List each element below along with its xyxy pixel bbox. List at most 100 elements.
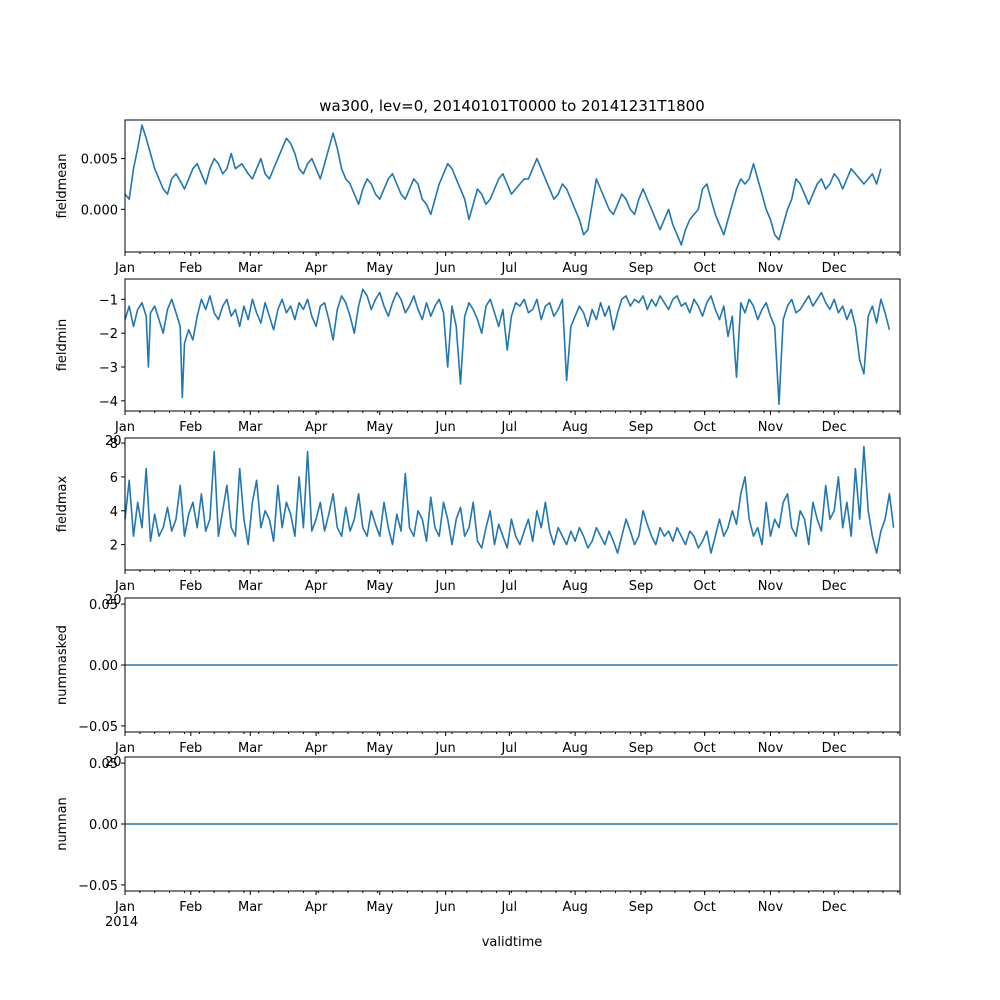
- x-tick-label: Mar: [238, 420, 263, 435]
- x-tick-label: Dec: [822, 579, 847, 594]
- x-tick-label: Oct: [693, 261, 715, 276]
- axes-frame: [124, 437, 901, 571]
- y-tick-label: 0.05: [89, 598, 118, 613]
- x-tick-label: Feb: [179, 579, 202, 594]
- x-tick-label: Jun: [434, 261, 455, 276]
- y-tick-label: −0.05: [78, 879, 118, 894]
- panel-fieldmax: 2 4 6 8 fieldmax Jan Feb Mar Apr May Jun Jul Aug Sep O…: [55, 437, 901, 608]
- y-axis-label: fieldmin: [55, 319, 70, 372]
- x-axis-label: validtime: [482, 935, 543, 950]
- x-tick-label: Sep: [629, 900, 654, 915]
- x-tick-label: Jan: [114, 420, 135, 435]
- x-tick-label: Dec: [822, 741, 847, 756]
- chart-title: wa300, lev=0, 20140101T0000 to 20141231T…: [319, 97, 705, 115]
- x-tick-label: Apr: [305, 579, 328, 594]
- x-tick-label: Aug: [562, 741, 587, 756]
- x-tick-label: Oct: [693, 579, 715, 594]
- y-tick-label: 0.00: [89, 818, 118, 833]
- y-tick-label: 6: [110, 471, 118, 486]
- x-tick-label: May: [366, 579, 393, 594]
- series-line-fieldmean: [124, 124, 882, 246]
- x-tick-label: May: [366, 261, 393, 276]
- y-axis-label: nummasked: [55, 625, 70, 705]
- x-tick-label: Jan: [114, 741, 135, 756]
- panels: 0.000 0.005 fieldmean Jan Feb Mar Apr May Jun Jul…: [55, 119, 901, 930]
- x-tick-label: Dec: [822, 900, 847, 915]
- x-tick-label: Jul: [500, 741, 517, 756]
- x-tick-label: Jun: [434, 741, 455, 756]
- x-tick-label: Nov: [758, 420, 784, 435]
- x-tick-label: Oct: [693, 741, 715, 756]
- y-axis-label: numnan: [55, 797, 70, 851]
- series-line-fieldmin: [124, 288, 891, 406]
- panel-numnan: −0.05 0.00 0.05 numnan Jan Feb Mar Apr May Jun Jul…: [55, 756, 901, 930]
- x-tick-label: Mar: [238, 579, 263, 594]
- x-tick-label: Aug: [562, 420, 587, 435]
- x-tick-label: Apr: [305, 420, 328, 435]
- x-tick-label: Mar: [238, 900, 263, 915]
- y-tick-label: 0.000: [81, 203, 118, 218]
- x-tick-label: Feb: [179, 900, 202, 915]
- panel-nummasked: −0.05 0.00 0.05 nummasked Jan Feb Mar Apr May Jun…: [55, 597, 901, 770]
- x-tick-label: Feb: [179, 261, 202, 276]
- x-tick-label: Jan: [114, 900, 135, 915]
- x-tick-label: Apr: [305, 261, 328, 276]
- x-tick-label: Jul: [500, 420, 517, 435]
- y-tick-label: −3: [99, 361, 118, 376]
- x-tick-label: Nov: [758, 741, 784, 756]
- x-tick-label: Apr: [305, 741, 328, 756]
- y-tick-label: −1: [99, 293, 118, 308]
- y-tick-label: 4: [110, 505, 118, 520]
- x-tick-label: Feb: [179, 741, 202, 756]
- axes-frame: [124, 119, 901, 253]
- x-tick-label: Sep: [629, 741, 654, 756]
- offset-label: 20: [105, 434, 122, 449]
- y-tick-label: −4: [99, 395, 118, 410]
- panel-fieldmin: −4 −3 −2 −1 fieldmin Jan Feb Mar Apr May Jun Jul Aug…: [55, 278, 901, 449]
- x-tick-label: Aug: [562, 900, 587, 915]
- x-tick-label: Feb: [179, 420, 202, 435]
- x-tick-label: May: [366, 900, 393, 915]
- x-tick-label: Sep: [629, 579, 654, 594]
- x-tick-label: Jul: [500, 900, 517, 915]
- series-line-fieldmax: [124, 445, 895, 554]
- x-tick-label: Jun: [434, 579, 455, 594]
- x-tick-label: Sep: [629, 420, 654, 435]
- y-tick-label: −0.05: [78, 720, 118, 735]
- x-tick-label: Jan: [114, 261, 135, 276]
- x-tick-label: Nov: [758, 900, 784, 915]
- x-tick-label: Jun: [434, 900, 455, 915]
- offset-label: 20: [105, 593, 122, 608]
- x-tick-label: Mar: [238, 741, 263, 756]
- y-tick-label: 0.00: [89, 659, 118, 674]
- panel-fieldmean: 0.000 0.005 fieldmean Jan Feb Mar Apr May Jun Jul…: [55, 119, 901, 276]
- y-tick-label: −2: [99, 327, 118, 342]
- y-tick-label: 8: [110, 437, 118, 452]
- x-tick-label: Jan: [114, 579, 135, 594]
- y-tick-label: 2: [110, 539, 118, 554]
- x-tick-label: Nov: [758, 579, 784, 594]
- x-tick-label: Aug: [562, 579, 587, 594]
- x-tick-label: Oct: [693, 420, 715, 435]
- y-tick-label: 0.05: [89, 757, 118, 772]
- year-label: 2014: [105, 915, 138, 930]
- y-axis-label: fieldmax: [55, 476, 70, 533]
- x-tick-label: Nov: [758, 261, 784, 276]
- x-tick-label: Dec: [822, 261, 847, 276]
- x-tick-label: Jul: [500, 261, 517, 276]
- x-tick-label: Mar: [238, 261, 263, 276]
- x-tick-label: Dec: [822, 420, 847, 435]
- x-tick-label: May: [366, 741, 393, 756]
- x-tick-label: Apr: [305, 900, 328, 915]
- x-tick-label: Oct: [693, 900, 715, 915]
- axes-frame: [124, 278, 901, 412]
- x-tick-label: Jul: [500, 579, 517, 594]
- y-tick-label: 0.005: [81, 153, 118, 168]
- x-tick-label: Aug: [562, 261, 587, 276]
- x-tick-label: Sep: [629, 261, 654, 276]
- x-tick-label: Jun: [434, 420, 455, 435]
- offset-label: 20: [105, 755, 122, 770]
- y-axis-label: fieldmean: [55, 154, 70, 219]
- x-tick-label: May: [366, 420, 393, 435]
